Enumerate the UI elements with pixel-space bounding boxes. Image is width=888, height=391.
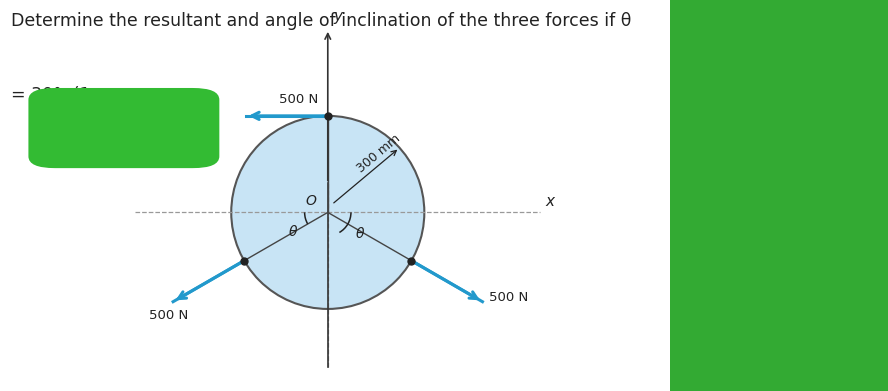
- Text: O: O: [305, 194, 316, 208]
- Text: y: y: [334, 9, 343, 24]
- Circle shape: [231, 116, 424, 309]
- Text: 500 N: 500 N: [279, 93, 318, 106]
- Text: = 30°. (1: = 30°. (1: [11, 86, 91, 104]
- Text: x: x: [545, 194, 554, 208]
- Text: θ: θ: [355, 227, 364, 240]
- Text: Determine the resultant and angle of inclination of the three forces if θ: Determine the resultant and angle of inc…: [11, 12, 631, 30]
- Text: 500 N: 500 N: [489, 291, 528, 304]
- Text: θ: θ: [289, 225, 297, 239]
- Text: 300 mm: 300 mm: [355, 132, 403, 176]
- Text: 500 N: 500 N: [148, 309, 188, 323]
